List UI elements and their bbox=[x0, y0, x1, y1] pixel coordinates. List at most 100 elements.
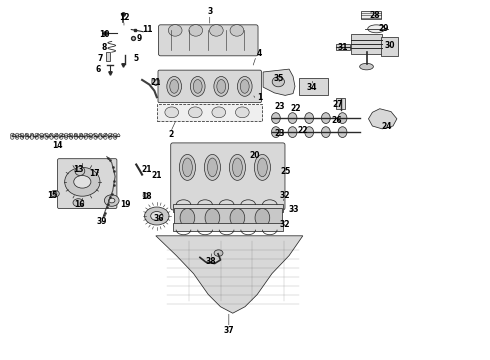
Ellipse shape bbox=[205, 208, 220, 227]
Ellipse shape bbox=[94, 133, 98, 137]
Text: 15: 15 bbox=[47, 191, 58, 199]
Text: 7: 7 bbox=[98, 54, 103, 63]
Ellipse shape bbox=[109, 133, 112, 137]
Text: 24: 24 bbox=[382, 122, 392, 131]
Ellipse shape bbox=[305, 113, 314, 123]
Ellipse shape bbox=[74, 175, 91, 188]
Ellipse shape bbox=[288, 113, 297, 123]
Text: 5: 5 bbox=[134, 54, 139, 63]
Bar bbox=[336, 44, 350, 49]
Ellipse shape bbox=[258, 158, 268, 177]
FancyBboxPatch shape bbox=[171, 143, 285, 210]
Bar bbox=[351, 34, 382, 54]
Ellipse shape bbox=[60, 133, 63, 137]
Text: 33: 33 bbox=[289, 205, 299, 214]
Ellipse shape bbox=[189, 24, 203, 36]
Text: 11: 11 bbox=[142, 25, 152, 34]
Ellipse shape bbox=[230, 208, 245, 227]
Ellipse shape bbox=[21, 136, 24, 139]
Ellipse shape bbox=[208, 158, 218, 177]
Ellipse shape bbox=[60, 136, 63, 139]
Text: 13: 13 bbox=[73, 165, 84, 174]
Bar bbox=[174, 208, 282, 228]
Ellipse shape bbox=[233, 158, 243, 177]
Polygon shape bbox=[368, 109, 397, 129]
Ellipse shape bbox=[25, 133, 29, 137]
Ellipse shape bbox=[272, 77, 284, 87]
Ellipse shape bbox=[79, 136, 83, 139]
Bar bbox=[299, 78, 328, 95]
Ellipse shape bbox=[21, 133, 24, 137]
Ellipse shape bbox=[73, 199, 84, 207]
Ellipse shape bbox=[191, 77, 205, 96]
Text: 3: 3 bbox=[207, 7, 212, 16]
Ellipse shape bbox=[194, 80, 202, 93]
Text: 37: 37 bbox=[223, 326, 234, 335]
Ellipse shape bbox=[338, 113, 347, 123]
Ellipse shape bbox=[30, 133, 34, 137]
Ellipse shape bbox=[271, 127, 280, 138]
Ellipse shape bbox=[40, 136, 44, 139]
Text: 16: 16 bbox=[74, 199, 85, 209]
Text: 21: 21 bbox=[151, 171, 162, 180]
Ellipse shape bbox=[50, 190, 59, 197]
Ellipse shape bbox=[236, 107, 249, 118]
Ellipse shape bbox=[229, 154, 245, 180]
Text: 23: 23 bbox=[274, 129, 285, 138]
Bar bbox=[361, 11, 381, 19]
Ellipse shape bbox=[305, 127, 314, 138]
Ellipse shape bbox=[214, 77, 229, 96]
Text: 29: 29 bbox=[378, 24, 389, 33]
Text: 34: 34 bbox=[307, 83, 318, 92]
Ellipse shape bbox=[109, 136, 112, 139]
Ellipse shape bbox=[212, 107, 226, 118]
Text: 23: 23 bbox=[274, 102, 285, 111]
Text: 9: 9 bbox=[137, 34, 142, 43]
Ellipse shape bbox=[84, 133, 88, 137]
Ellipse shape bbox=[167, 77, 182, 96]
Ellipse shape bbox=[170, 80, 179, 93]
Ellipse shape bbox=[55, 136, 58, 139]
Text: 30: 30 bbox=[384, 41, 395, 50]
Ellipse shape bbox=[165, 107, 179, 118]
Bar bbox=[106, 52, 110, 61]
Text: 22: 22 bbox=[297, 126, 308, 135]
Ellipse shape bbox=[114, 136, 117, 139]
Ellipse shape bbox=[45, 136, 49, 139]
Ellipse shape bbox=[11, 133, 14, 137]
Text: 36: 36 bbox=[153, 214, 164, 223]
Ellipse shape bbox=[183, 158, 193, 177]
Text: 38: 38 bbox=[205, 257, 216, 266]
Ellipse shape bbox=[89, 133, 93, 137]
Text: 19: 19 bbox=[120, 199, 130, 209]
Text: 22: 22 bbox=[290, 104, 301, 112]
Ellipse shape bbox=[321, 127, 330, 138]
Text: 25: 25 bbox=[280, 167, 291, 176]
Ellipse shape bbox=[169, 24, 182, 36]
Text: 1: 1 bbox=[257, 93, 262, 102]
Ellipse shape bbox=[50, 133, 53, 137]
Ellipse shape bbox=[254, 154, 270, 180]
Ellipse shape bbox=[35, 136, 39, 139]
Polygon shape bbox=[152, 80, 159, 86]
Ellipse shape bbox=[65, 167, 100, 196]
Ellipse shape bbox=[30, 136, 34, 139]
Ellipse shape bbox=[35, 133, 39, 137]
Text: 35: 35 bbox=[273, 74, 284, 83]
Text: 18: 18 bbox=[141, 192, 151, 201]
Bar bbox=[157, 104, 263, 121]
Ellipse shape bbox=[70, 136, 73, 139]
Bar bbox=[336, 98, 345, 109]
FancyBboxPatch shape bbox=[158, 25, 258, 56]
Text: 21: 21 bbox=[142, 165, 152, 174]
Ellipse shape bbox=[99, 136, 102, 139]
Ellipse shape bbox=[238, 77, 252, 96]
Ellipse shape bbox=[45, 133, 49, 137]
Ellipse shape bbox=[271, 113, 280, 123]
Text: 2: 2 bbox=[168, 130, 173, 139]
Ellipse shape bbox=[16, 133, 19, 137]
Ellipse shape bbox=[40, 133, 44, 137]
Text: 32: 32 bbox=[280, 191, 291, 199]
Ellipse shape bbox=[204, 154, 220, 180]
Ellipse shape bbox=[16, 136, 19, 139]
